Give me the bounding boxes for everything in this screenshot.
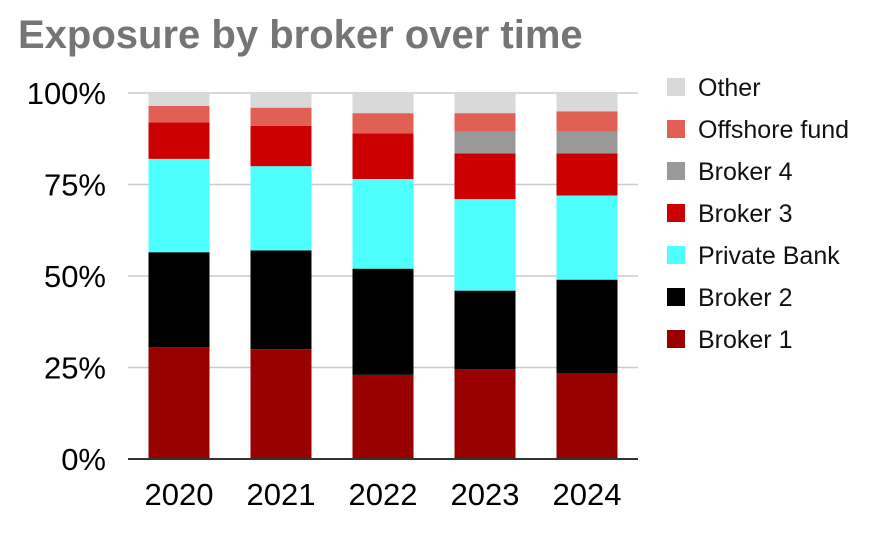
bar-segment [556, 153, 618, 196]
bar-segment [352, 179, 414, 269]
bar-segment [250, 250, 312, 350]
bar-segment [556, 195, 618, 280]
bar-segment [454, 290, 516, 370]
x-tick-label: 2024 [553, 477, 622, 512]
x-tick-label: 2023 [451, 477, 520, 512]
legend-swatch [667, 120, 685, 138]
legend-swatch [667, 330, 685, 348]
legend-swatch [667, 162, 685, 180]
y-tick-label: 75% [44, 168, 106, 203]
y-tick-label: 0% [61, 442, 106, 477]
legend-label: Broker 3 [698, 200, 792, 228]
legend-swatch [667, 246, 685, 264]
x-tick-label: 2021 [247, 477, 316, 512]
y-tick-label: 100% [27, 76, 106, 111]
bar-segment [454, 113, 516, 132]
legend-label: Private Bank [698, 242, 840, 270]
bar-segment [556, 372, 618, 459]
bars [148, 93, 618, 459]
bar-segment [250, 349, 312, 459]
legend: Other Offshore fund Broker 4 Broker 3 Privat… [667, 74, 849, 354]
bar-segment [556, 131, 618, 154]
legend-label: Broker 4 [698, 158, 793, 186]
legend-label: Offshore fund [698, 116, 849, 144]
bar-segment [352, 93, 414, 114]
legend-label: Broker 2 [698, 284, 792, 312]
bar-segment [148, 252, 210, 348]
legend-swatch [667, 204, 685, 222]
bar-segment [250, 166, 312, 251]
bar-segment [556, 279, 618, 373]
bar-segment [556, 111, 618, 132]
y-tick-label: 50% [44, 259, 106, 294]
bar-segment [454, 131, 516, 154]
bar-segment [454, 369, 516, 459]
bar-segment [454, 93, 516, 114]
y-tick-label: 25% [44, 351, 106, 386]
x-axis-ticks: 2020 2021 2022 2023 2024 [145, 477, 622, 512]
bar-segment [454, 153, 516, 200]
bar-segment [148, 122, 210, 159]
legend-label: Broker 1 [698, 326, 792, 354]
bar-segment [352, 133, 414, 180]
bar-segment [250, 125, 312, 167]
bar-segment [454, 199, 516, 291]
legend-swatch [667, 78, 685, 96]
legend-label: Other [698, 74, 761, 102]
bar-segment [148, 347, 210, 459]
legend-swatch [667, 288, 685, 306]
bar-segment [250, 93, 312, 108]
bar-segment [352, 268, 414, 375]
bar-segment [250, 107, 312, 126]
bar-segment [148, 158, 210, 253]
x-tick-label: 2022 [349, 477, 418, 512]
chart-title: Exposure by broker over time [18, 13, 583, 57]
bar-segment [352, 113, 414, 134]
x-tick-label: 2020 [145, 477, 214, 512]
bar-segment [556, 93, 618, 112]
bar-segment [148, 93, 210, 106]
bar-segment [148, 105, 210, 123]
bar-segment [352, 374, 414, 459]
y-axis-ticks: 0% 25% 50% 75% 100% [27, 76, 106, 477]
